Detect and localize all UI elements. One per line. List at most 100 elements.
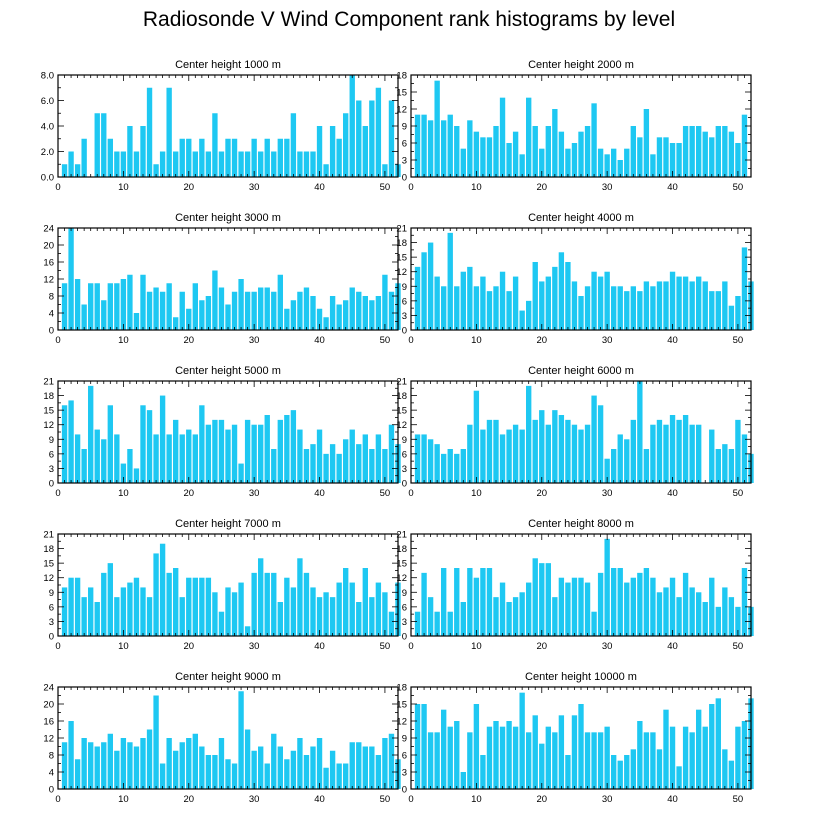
chart-title: Center height 7000 m [175,518,281,530]
bar [447,449,453,483]
y-tick-label: 12 [43,573,54,584]
bar [709,291,715,330]
y-tick-label: 18 [396,238,407,249]
bar [375,296,382,330]
bar [284,759,290,789]
bar [238,691,244,789]
bar [323,164,329,177]
y-tick-label: 3 [49,464,54,475]
y-tick-label: 12 [43,420,54,431]
bar [558,131,565,177]
bar [460,602,466,636]
chart-title: Center height 5000 m [175,365,281,377]
y-tick-label: 0 [402,173,407,184]
bar [114,434,120,483]
bar [467,120,473,177]
bar [310,587,316,636]
bar [205,296,212,330]
x-tick-label: 0 [408,641,413,652]
y-tick-label: 0 [402,785,407,796]
chart-panel-3: Center height 3000 m 0 10 20 30 40 50 0 4 8 12 16 20… [43,212,401,346]
bar [238,279,244,330]
bar [329,750,336,789]
y-tick-label: 9 [402,435,407,446]
bar [637,381,643,483]
bar [336,138,342,177]
bar [611,568,617,636]
bar [297,738,303,789]
bar [565,755,571,789]
bar [715,291,721,330]
y-tick-label: 20 [43,700,54,711]
x-tick-label: 20 [536,794,547,805]
bar [94,602,100,636]
y-tick-label: 8 [49,292,54,303]
bar [310,746,316,789]
bar [532,558,538,636]
bar [271,733,277,789]
bar [133,151,140,177]
bar [199,746,205,789]
bar [656,419,663,483]
x-tick-label: 20 [183,488,194,499]
bar [526,300,532,330]
chart-panel-10: Center height 10000 m 0 10 20 30 40 50 0 3 6 9 12 15… [396,671,754,805]
bar [682,276,689,330]
bar [61,164,68,177]
bar [486,419,493,483]
bar [512,597,519,636]
bar [231,763,238,789]
x-tick-label: 30 [602,182,613,193]
bar [735,419,741,483]
bar [127,274,133,330]
chart-title: Center height 9000 m [175,671,281,683]
bar [519,592,525,636]
bar [676,766,682,789]
bar [460,271,466,330]
bar [578,429,584,483]
x-tick-label: 10 [118,335,129,346]
bar [205,424,212,483]
bar [669,271,676,330]
x-tick-label: 50 [380,641,391,652]
bar [447,611,453,636]
chart-panel-4: Center height 4000 m 0 10 20 30 40 50 0 3 6 9 12 15 1… [396,212,754,346]
bar [173,419,179,483]
bar [552,109,558,177]
x-tick-label: 20 [183,335,194,346]
bar [205,755,212,789]
x-tick-label: 0 [408,794,413,805]
bar [382,592,388,636]
bar [689,281,695,330]
bar [709,577,715,636]
bar [519,692,525,789]
bar [663,281,669,330]
y-tick-label: 12 [396,105,407,116]
y-tick-label: 12 [396,267,407,278]
bar [421,252,427,330]
bar [597,572,604,636]
bar [146,410,153,483]
bar [650,577,656,636]
bar [356,291,362,330]
x-tick-label: 40 [314,794,325,805]
bar [186,577,192,636]
bar [179,742,185,789]
bar [153,434,159,483]
bar [271,572,277,636]
bar [81,449,87,483]
bar [741,434,748,483]
bar [231,592,238,636]
bar [532,419,538,483]
bar [473,390,480,483]
bar [512,726,519,789]
bar [120,279,127,330]
bar [728,760,735,789]
y-tick-label: 12 [396,717,407,728]
bar [375,87,382,177]
x-tick-label: 50 [733,335,744,346]
chart-panel-2: Center height 2000 m 0 10 20 30 40 50 0 3 6 9 12 15 1… [396,59,752,193]
bar [441,120,447,177]
x-tick-label: 0 [408,488,413,499]
y-tick-label: 15 [43,559,54,570]
